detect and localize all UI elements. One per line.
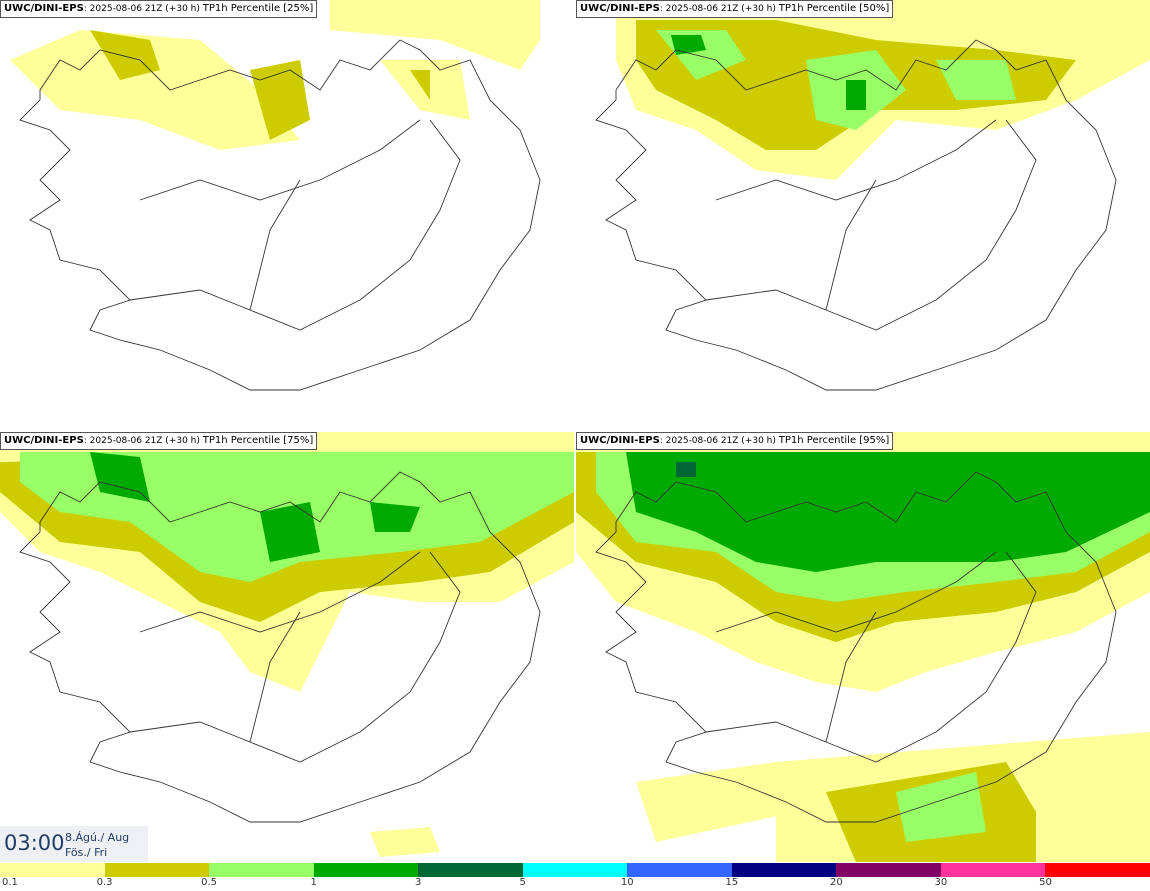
colorbar-swatch xyxy=(522,863,628,877)
colorbar-swatch xyxy=(1045,863,1150,877)
map-panel-p75: UWC/DINI-EPS: 2025-08-06 21Z (+30 h) TP1… xyxy=(0,432,574,862)
valid-date-line2: Fös./ Fri xyxy=(65,846,108,859)
panel-variable-label: TP1h Percentile [50%] xyxy=(778,3,890,14)
iceland-map-p50 xyxy=(595,0,1150,391)
colorbar-tick-label: 30 xyxy=(934,877,948,888)
colorbar-swatch xyxy=(313,863,419,877)
panel-run-label: : 2025-08-06 21Z (+30 h) xyxy=(83,4,203,14)
colorbar-swatch xyxy=(627,863,732,877)
panel-title-p50: UWC/DINI-EPS: 2025-08-06 21Z (+30 h) TP1… xyxy=(576,0,894,18)
panel-model-label: UWC/DINI-EPS xyxy=(580,435,660,446)
colorbar-tick-label: 10 xyxy=(620,877,634,888)
colorbar-tick-label: 5 xyxy=(519,877,526,888)
valid-time: 03:00 xyxy=(4,831,65,855)
iceland-map-p25 xyxy=(10,0,541,391)
colorbar-swatch xyxy=(0,863,105,877)
colorbar-swatch xyxy=(836,863,941,877)
panel-title-p25: UWC/DINI-EPS: 2025-08-06 21Z (+30 h) TP1… xyxy=(0,0,318,18)
map-panel-p50: UWC/DINI-EPS: 2025-08-06 21Z (+30 h) TP1… xyxy=(576,0,1150,430)
panel-run-label: : 2025-08-06 21Z (+30 h) xyxy=(83,436,203,446)
panel-title-p95: UWC/DINI-EPS: 2025-08-06 21Z (+30 h) TP1… xyxy=(576,432,894,450)
panel-title-p75: UWC/DINI-EPS: 2025-08-06 21Z (+30 h) TP1… xyxy=(0,432,318,450)
iceland-map-p75 xyxy=(0,432,574,857)
colorbar-swatch xyxy=(209,863,314,877)
panel-run-label: : 2025-08-06 21Z (+30 h) xyxy=(659,436,779,446)
colorbar-swatch xyxy=(940,863,1046,877)
colorbar-tick-label: 0.1 xyxy=(2,877,18,888)
colorbar-tick-label: 0.5 xyxy=(201,877,218,888)
precip-colorbar xyxy=(0,863,1150,877)
colorbar-tick-label: 1 xyxy=(310,877,317,888)
map-panel-p95: UWC/DINI-EPS: 2025-08-06 21Z (+30 h) TP1… xyxy=(576,432,1150,862)
panel-variable-label: TP1h Percentile [95%] xyxy=(778,435,890,446)
colorbar-tick-label: 3 xyxy=(414,877,422,888)
panel-model-label: UWC/DINI-EPS xyxy=(580,3,660,14)
colorbar-tick-label: 15 xyxy=(725,877,739,888)
colorbar-swatch xyxy=(731,863,837,877)
map-panel-p25: UWC/DINI-EPS: 2025-08-06 21Z (+30 h) TP1… xyxy=(0,0,574,430)
colorbar-tick-label: 0.3 xyxy=(96,877,113,888)
panel-run-label: : 2025-08-06 21Z (+30 h) xyxy=(659,4,779,14)
panel-variable-label: TP1h Percentile [75%] xyxy=(202,435,314,446)
valid-time-box: 03:00 8.Ágú./ Aug Fös./ Fri xyxy=(0,826,148,862)
panel-variable-label: TP1h Percentile [25%] xyxy=(202,3,314,14)
colorbar-tick-label: 50 xyxy=(1039,877,1052,888)
iceland-map-p95 xyxy=(576,432,1150,862)
panel-model-label: UWC/DINI-EPS xyxy=(4,435,84,446)
colorbar-swatch xyxy=(104,863,210,877)
colorbar-swatch xyxy=(418,863,523,877)
panel-model-label: UWC/DINI-EPS xyxy=(4,3,84,14)
precip-colorbar-labels: 0.1 0.3 0.5 1 3 5 10 15 20 30 50 xyxy=(0,877,1150,891)
colorbar-tick-label: 20 xyxy=(829,877,843,888)
valid-date-line1: 8.Ágú./ Aug xyxy=(65,831,130,844)
